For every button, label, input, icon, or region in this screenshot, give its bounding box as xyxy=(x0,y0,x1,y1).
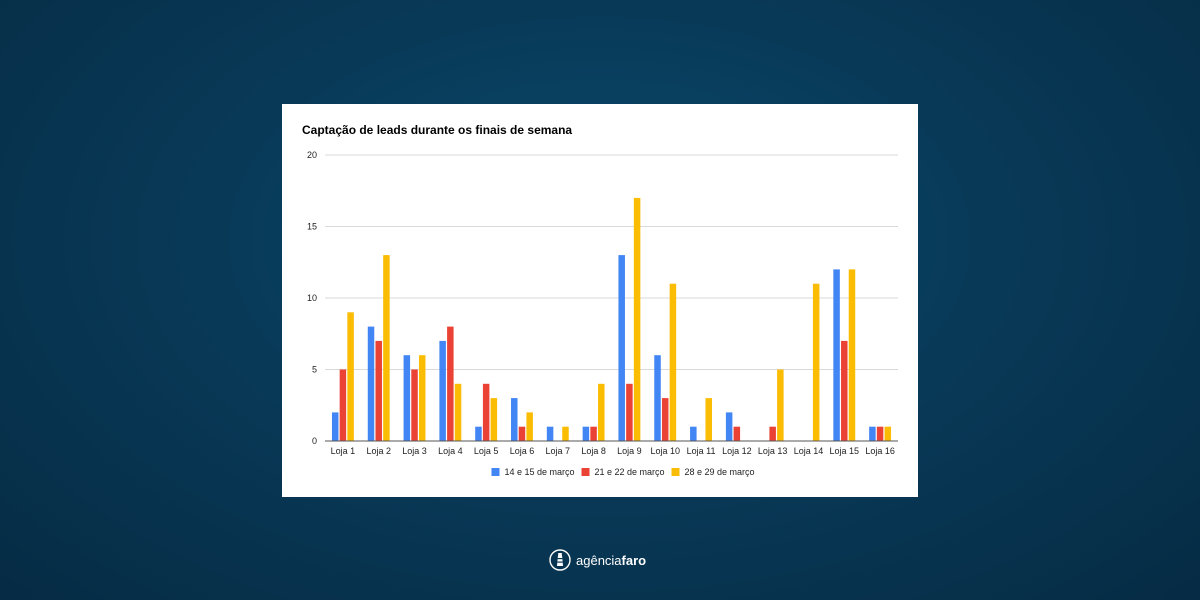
x-tick-label: Loja 4 xyxy=(438,446,463,456)
bar-chart: Captação de leads durante os finais de s… xyxy=(302,123,898,477)
x-tick-label: Loja 13 xyxy=(758,446,788,456)
bar-loja-3-series-2 xyxy=(411,369,418,441)
x-tick-label: Loja 15 xyxy=(830,446,860,456)
bar-loja-16-series-3 xyxy=(884,426,892,441)
bar-loja-10-series-2 xyxy=(661,398,669,441)
bar-loja-14-series-3 xyxy=(812,283,820,441)
bar-loja-8-series-1 xyxy=(582,426,590,441)
bar-loja-11-series-1 xyxy=(690,426,697,441)
x-tick-label: Loja 11 xyxy=(687,446,716,456)
bar-loja-4-series-1 xyxy=(439,340,446,441)
bar-loja-16-series-1 xyxy=(869,426,876,441)
y-tick-label: 15 xyxy=(307,222,317,232)
bar-loja-15-series-3 xyxy=(848,269,856,441)
x-tick-label: Loja 10 xyxy=(650,446,680,456)
bar-loja-12-series-1 xyxy=(725,412,733,441)
bar-loja-8-series-3 xyxy=(598,383,605,441)
gridlines xyxy=(325,154,898,370)
bar-loja-2-series-2 xyxy=(375,340,382,441)
y-tick-label: 0 xyxy=(312,436,317,446)
bar-loja-9-series-3 xyxy=(633,197,641,441)
bar-loja-15-series-2 xyxy=(841,340,848,441)
bar-loja-11-series-3 xyxy=(705,398,712,441)
bar-loja-5-series-1 xyxy=(475,426,482,441)
brand-name-light: agência xyxy=(576,552,622,568)
bar-loja-9-series-2 xyxy=(626,383,633,441)
x-tick-label: Loja 6 xyxy=(510,446,535,456)
bar-loja-3-series-3 xyxy=(418,355,426,441)
x-tick-label: Loja 14 xyxy=(794,446,824,456)
bar-loja-2-series-1 xyxy=(367,326,375,441)
bar-loja-13-series-2 xyxy=(769,426,776,441)
bar-loja-2-series-3 xyxy=(383,255,390,441)
x-tick-label: Loja 2 xyxy=(366,446,391,456)
bar-loja-6-series-3 xyxy=(526,412,533,441)
bar-loja-9-series-1 xyxy=(618,255,625,441)
bar-loja-5-series-3 xyxy=(490,398,498,441)
legend-label: 28 e 29 de março xyxy=(685,467,755,477)
legend-swatch xyxy=(581,468,590,476)
bar-loja-6-series-1 xyxy=(511,398,518,441)
bar-loja-3-series-1 xyxy=(403,355,411,441)
x-tick-label: Loja 3 xyxy=(402,446,427,456)
x-tick-label: Loja 8 xyxy=(581,446,606,456)
x-tick-label: Loja 7 xyxy=(546,446,571,456)
bar-loja-16-series-2 xyxy=(876,426,884,441)
y-axis-ticks: 0 5 10 15 20 xyxy=(307,150,317,446)
x-tick-label: Loja 1 xyxy=(331,446,356,456)
bar-loja-6-series-2 xyxy=(518,426,526,441)
bars xyxy=(331,197,892,441)
bar-loja-7-series-3 xyxy=(562,426,569,441)
x-tick-label: Loja 9 xyxy=(617,446,642,456)
bar-loja-12-series-2 xyxy=(733,426,741,441)
legend-label: 21 e 22 de março xyxy=(595,467,665,477)
bar-loja-13-series-3 xyxy=(777,369,784,441)
y-tick-label: 5 xyxy=(312,365,317,375)
x-axis-ticks: Loja 1 Loja 2 Loja 3 Loja 4 Loja 5 Loja 6 Loja… xyxy=(331,446,895,456)
bar-loja-7-series-1 xyxy=(546,426,554,441)
y-tick-label: 10 xyxy=(307,293,317,303)
bar-loja-15-series-1 xyxy=(833,269,840,441)
bar-loja-4-series-2 xyxy=(447,326,454,441)
brand-logo: agênciafaro xyxy=(549,548,646,572)
x-tick-label: Loja 16 xyxy=(865,446,895,456)
chart-card: Captação de leads durante os finais de s… xyxy=(282,104,918,497)
bar-loja-10-series-3 xyxy=(669,283,677,441)
lighthouse-icon xyxy=(549,549,571,571)
brand-name: agênciafaro xyxy=(576,553,646,568)
brand-name-bold: faro xyxy=(621,552,647,568)
bar-loja-8-series-2 xyxy=(590,426,597,441)
legend-swatch xyxy=(491,468,500,476)
legend: 14 e 15 de março 21 e 22 de março 28 e 29 … xyxy=(491,467,755,477)
chart-title: Captação de leads durante os finais de s… xyxy=(302,123,572,137)
legend-label: 14 e 15 de março xyxy=(505,467,575,477)
x-tick-label: Loja 5 xyxy=(474,446,499,456)
bar-loja-5-series-2 xyxy=(482,383,490,441)
bar-loja-1-series-3 xyxy=(347,312,354,441)
legend-swatch xyxy=(671,468,680,476)
bar-loja-4-series-3 xyxy=(454,383,462,441)
y-tick-label: 20 xyxy=(307,150,317,160)
bar-loja-1-series-1 xyxy=(331,412,339,441)
bar-loja-10-series-1 xyxy=(654,355,661,441)
x-tick-label: Loja 12 xyxy=(722,446,752,456)
bar-loja-1-series-2 xyxy=(339,369,347,441)
